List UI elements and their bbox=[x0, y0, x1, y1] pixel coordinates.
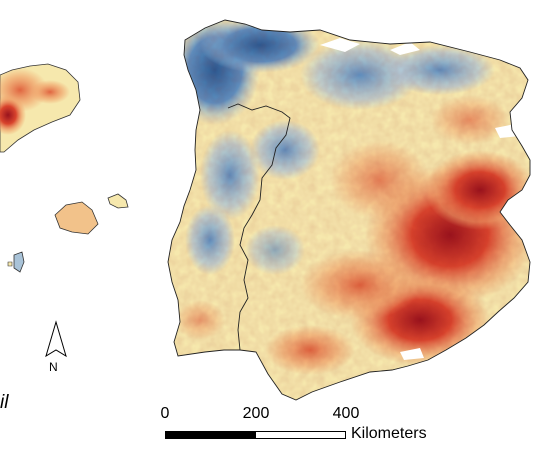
north-arrow-label: N bbox=[49, 360, 58, 374]
scale-bar bbox=[165, 431, 346, 439]
panel-label: il bbox=[0, 392, 9, 413]
left-landmass bbox=[0, 63, 81, 153]
scale-bar-unit: Kilometers bbox=[351, 425, 427, 442]
scale-tick-0: 0 bbox=[160, 405, 170, 422]
balearic-islands bbox=[7, 193, 129, 273]
scale-tick-200: 200 bbox=[242, 405, 270, 422]
north-arrow bbox=[45, 320, 67, 358]
scale-tick-400: 400 bbox=[332, 405, 360, 422]
scale-bar-segment-black bbox=[166, 432, 256, 438]
iberian-peninsula bbox=[167, 19, 531, 401]
